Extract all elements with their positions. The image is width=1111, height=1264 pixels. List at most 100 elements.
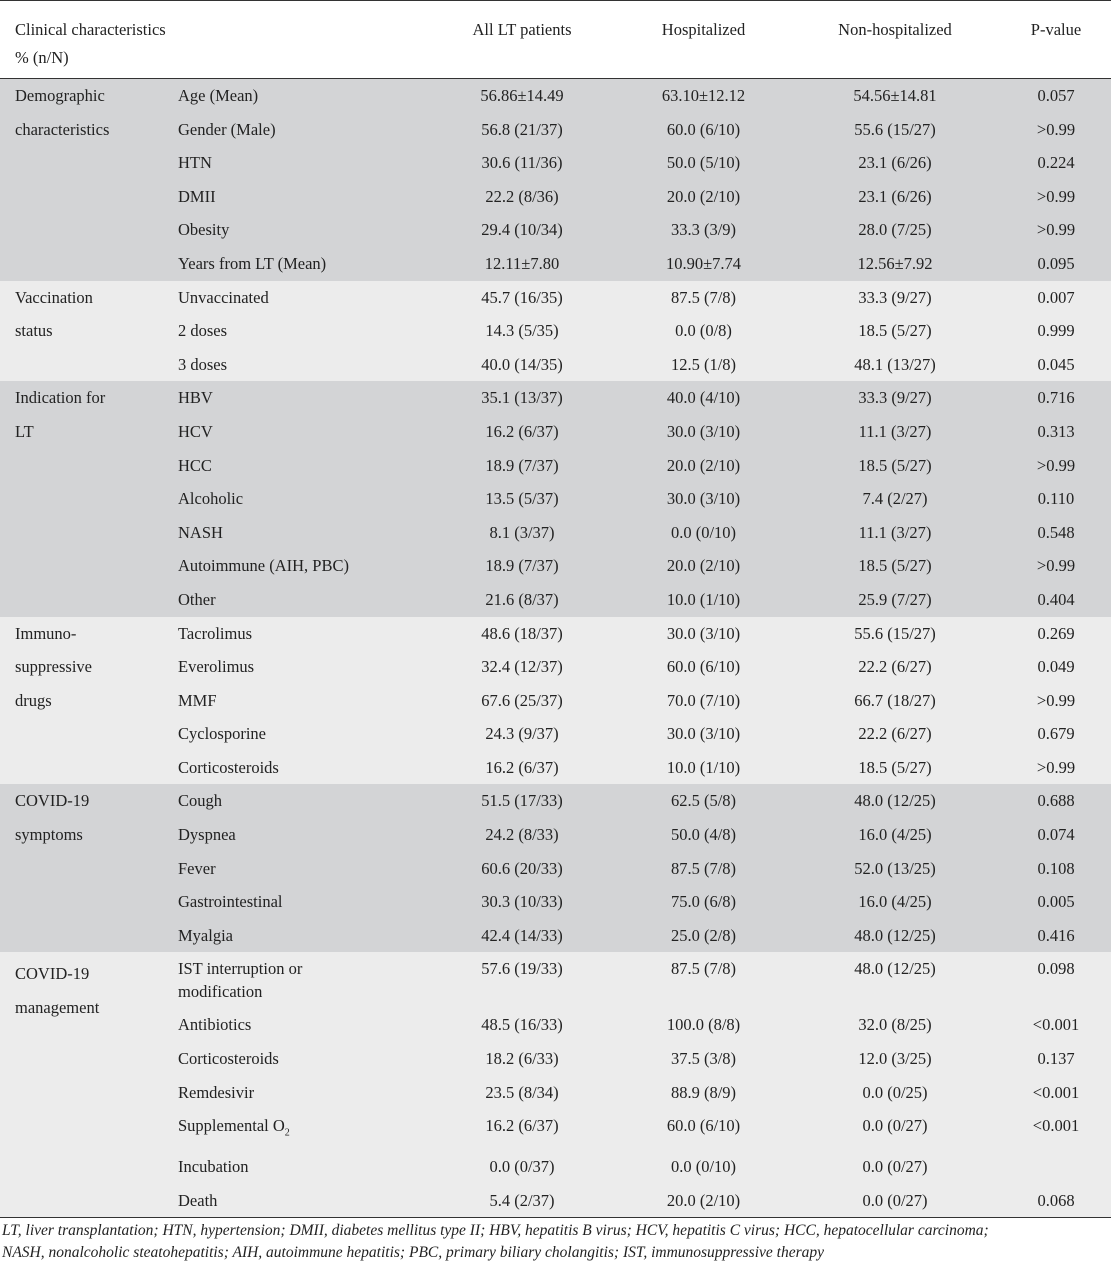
row-list: Unvaccinated 45.7 (16/35) 87.5 (7/8) 33.3 (… — [178, 281, 1111, 382]
cell-p-value: 0.049 — [1037, 657, 1075, 677]
table-row: Other 21.6 (8/37) 10.0 (1/10) 25.9 (7/27) 0.… — [178, 583, 1111, 617]
cell-non-hospitalized: 16.0 (4/25) — [858, 825, 932, 845]
row-label: Myalgia — [178, 925, 233, 945]
row-label: Remdesivir — [178, 1082, 255, 1102]
cell-non-hospitalized: 22.2 (6/27) — [858, 724, 932, 744]
table-row: Death 5.4 (2/37) 20.0 (2/10) 0.0 (0/27) 0.06… — [178, 1184, 1111, 1218]
cell-hospitalized: 40.0 (4/10) — [666, 388, 741, 408]
table-row: Unvaccinated 45.7 (16/35) 87.5 (7/8) 33.3 (… — [178, 281, 1111, 315]
row-label: DMII — [178, 186, 216, 206]
cell-hospitalized: 30.0 (3/10) — [666, 421, 741, 441]
row-label: Incubation — [178, 1157, 249, 1177]
table-row: Cyclosporine 24.3 (9/37) 30.0 (3/10) 22.2 (… — [178, 717, 1111, 751]
cell-p-value: 0.999 — [1037, 321, 1075, 341]
cell-hospitalized: 50.0 (4/8) — [670, 825, 737, 845]
table-header: Clinical characteristics % (n/N) All LT … — [0, 0, 1111, 79]
row-group: Vaccination status Unvaccinated 45.7 (16/35… — [0, 280, 1111, 382]
category-label: Vaccination status — [0, 281, 178, 382]
cell-hospitalized: 30.0 (3/10) — [666, 623, 741, 643]
cell-all-lt: 48.6 (18/37) — [481, 623, 563, 643]
cell-all-lt: 12.11±7.80 — [484, 253, 560, 273]
cell-p-value: 0.057 — [1037, 86, 1075, 105]
cell-non-hospitalized: 18.5 (5/27) — [858, 321, 932, 341]
cell-all-lt: 5.4 (2/37) — [489, 1190, 555, 1210]
table-row: Supplemental O2 16.2 (6/37) 60.0 (6/10) 0.0… — [178, 1109, 1111, 1150]
cell-all-lt: 30.3 (10/33) — [481, 892, 563, 912]
row-label: NASH — [178, 522, 223, 542]
cell-p-value: 0.005 — [1037, 892, 1075, 912]
cell-all-lt: 48.5 (16/33) — [481, 1015, 563, 1035]
cell-p-value: >0.99 — [1036, 690, 1076, 710]
cell-hospitalized: 0.0 (0/10) — [670, 1157, 737, 1177]
cell-hospitalized: 63.10±12.12 — [661, 86, 746, 105]
row-label: HCV — [178, 421, 213, 441]
cell-all-lt: 18.9 (7/37) — [485, 556, 559, 576]
table-row: Cough 51.5 (17/33) 62.5 (5/8) 48.0 (12/25) 0… — [178, 784, 1111, 818]
cell-hospitalized: 75.0 (6/8) — [670, 892, 737, 912]
table-row: Fever 60.6 (20/33) 87.5 (7/8) 52.0 (13/25) 0… — [178, 852, 1111, 886]
category-line: status — [15, 321, 53, 341]
category-line: Vaccination — [15, 287, 93, 307]
table-row: DMII 22.2 (8/36) 20.0 (2/10) 23.1 (6/26) >0.… — [178, 180, 1111, 214]
cell-p-value: >0.99 — [1036, 186, 1076, 206]
cell-non-hospitalized: 0.0 (0/27) — [862, 1116, 928, 1136]
cell-p-value: 0.007 — [1037, 287, 1075, 307]
cell-p-value: 0.224 — [1037, 153, 1075, 173]
row-label: 3 doses — [178, 354, 228, 374]
cell-hospitalized: 100.0 (8/8) — [666, 1015, 741, 1035]
cell-all-lt: 67.6 (25/37) — [481, 690, 563, 710]
cell-all-lt: 42.4 (14/33) — [481, 925, 563, 945]
cell-non-hospitalized: 54.56±14.81 — [853, 86, 937, 105]
category-line: characteristics — [15, 119, 110, 139]
footnote-line: NASH, nonalcoholic steatohepatitis; AIH,… — [2, 1244, 824, 1262]
cell-hospitalized: 50.0 (5/10) — [666, 153, 741, 173]
cell-non-hospitalized: 55.6 (15/27) — [854, 623, 936, 643]
cell-p-value: 0.716 — [1037, 388, 1075, 408]
cell-hospitalized: 60.0 (6/10) — [666, 657, 741, 677]
cell-hospitalized: 30.0 (3/10) — [666, 724, 741, 744]
cell-non-hospitalized: 0.0 (0/27) — [862, 1190, 928, 1210]
cell-hospitalized: 20.0 (2/10) — [666, 455, 741, 475]
row-label: Corticosteroids — [178, 1049, 279, 1069]
table-row: Remdesivir 23.5 (8/34) 88.9 (8/9) 0.0 (0/25… — [178, 1076, 1111, 1110]
cell-all-lt: 8.1 (3/37) — [489, 522, 555, 542]
row-list: Cough 51.5 (17/33) 62.5 (5/8) 48.0 (12/25) 0… — [178, 784, 1111, 952]
cell-non-hospitalized: 16.0 (4/25) — [858, 892, 932, 912]
cell-all-lt: 24.3 (9/37) — [485, 724, 559, 744]
cell-hospitalized: 20.0 (2/10) — [666, 186, 741, 206]
cell-all-lt: 18.9 (7/37) — [485, 455, 559, 475]
table-row: HTN 30.6 (11/36) 50.0 (5/10) 23.1 (6/26) 0.2… — [178, 146, 1111, 180]
cell-hospitalized: 20.0 (2/10) — [666, 556, 741, 576]
cell-p-value: 0.074 — [1037, 825, 1075, 845]
cell-p-value: 0.108 — [1037, 858, 1075, 878]
table-body: Demographic characteristics Age (Mean) 56.8… — [0, 79, 1111, 1218]
table-row: Incubation 0.0 (0/37) 0.0 (0/10) 0.0 (0/27) — [178, 1150, 1111, 1184]
table-row: NASH 8.1 (3/37) 0.0 (0/10) 11.1 (3/27) 0.548 — [178, 516, 1111, 550]
cell-all-lt: 13.5 (5/37) — [485, 489, 559, 509]
table-row: Autoimmune (AIH, PBC) 18.9 (7/37) 20.0 (2/… — [178, 549, 1111, 583]
table-row: Corticosteroids 16.2 (6/37) 10.0 (1/10) 18.… — [178, 751, 1111, 785]
cell-all-lt: 0.0 (0/37) — [489, 1157, 555, 1177]
cell-p-value: 0.269 — [1037, 623, 1075, 643]
cell-all-lt: 60.6 (20/33) — [481, 858, 563, 878]
table-row: 3 doses 40.0 (14/35) 12.5 (1/8) 48.1 (13/27… — [178, 348, 1111, 382]
table-row: IST interruption or modification 57.6 (19/… — [178, 952, 1111, 1008]
cell-all-lt: 16.2 (6/37) — [485, 1116, 559, 1136]
cell-p-value: 0.045 — [1037, 354, 1075, 374]
table-row: Gastrointestinal 30.3 (10/33) 75.0 (6/8) 16… — [178, 885, 1111, 919]
header-characteristics: Clinical characteristics % (n/N) — [0, 1, 178, 78]
cell-all-lt: 29.4 (10/34) — [481, 220, 563, 240]
category-line: suppressive — [15, 657, 92, 677]
cell-hospitalized: 10.90±7.74 — [665, 253, 742, 273]
cell-p-value: 0.416 — [1037, 925, 1075, 945]
category-line: COVID-19 — [15, 964, 90, 984]
cell-non-hospitalized: 11.1 (3/27) — [858, 421, 932, 441]
cell-non-hospitalized: 48.1 (13/27) — [854, 354, 936, 374]
header-all-lt: All LT patients — [472, 20, 572, 39]
cell-hospitalized: 10.0 (1/10) — [666, 589, 741, 609]
cell-p-value: >0.99 — [1036, 220, 1076, 240]
cell-non-hospitalized: 12.56±7.92 — [857, 253, 933, 273]
cell-hospitalized: 33.3 (3/9) — [670, 220, 737, 240]
row-label: Gastrointestinal — [178, 892, 283, 912]
cell-non-hospitalized: 7.4 (2/27) — [862, 489, 928, 509]
